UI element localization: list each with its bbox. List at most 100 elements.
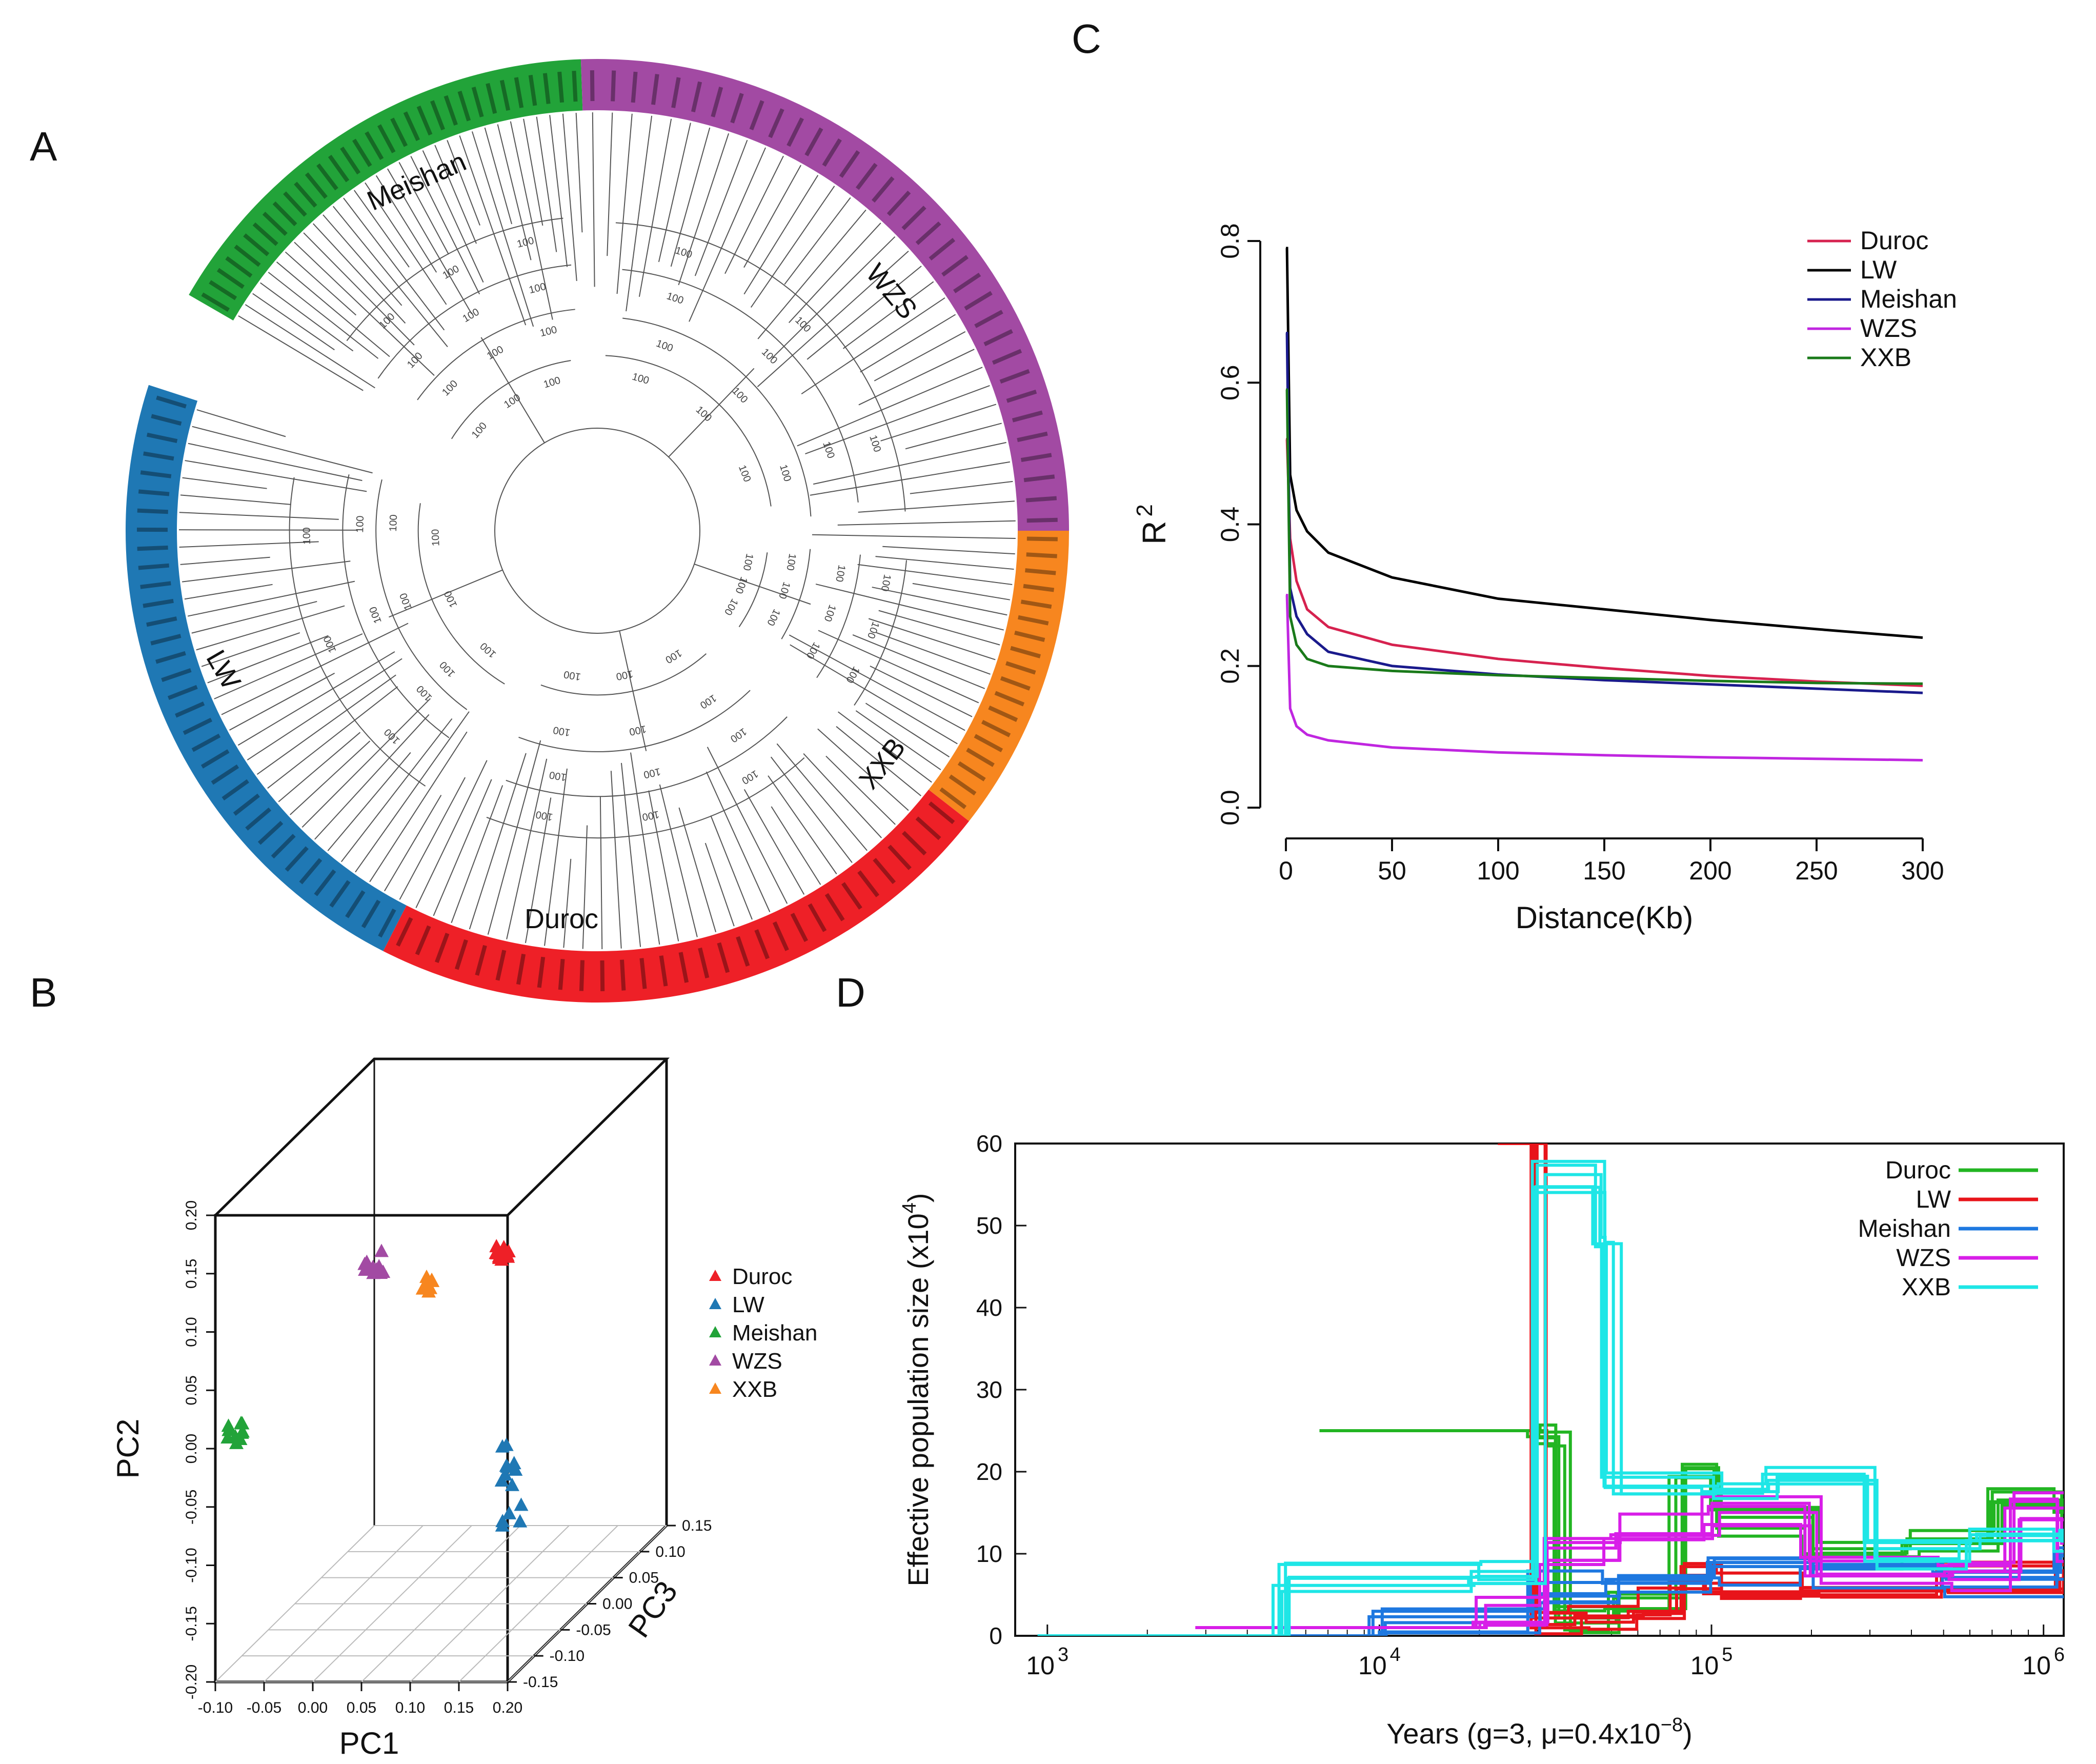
psmc-series-lw bbox=[1498, 1144, 2064, 1636]
tree-leaf-branch bbox=[694, 139, 748, 276]
tree-internal-arc bbox=[451, 360, 571, 439]
tree-internal-arc bbox=[615, 222, 906, 512]
tree-leaf-branch bbox=[872, 587, 1007, 616]
panel-c-ld-decay: 0 50 100 150 200 250 300 0.0 0.2 0.4 0.6 0.8 Distanc… bbox=[1132, 223, 1957, 935]
tree-leaf-label bbox=[1005, 661, 1036, 675]
tree-leaf-branch bbox=[267, 686, 398, 789]
tree-internal-arc bbox=[377, 264, 572, 379]
bootstrap-value: 100 bbox=[615, 668, 634, 682]
tree-leaf-branch bbox=[201, 632, 300, 667]
panel-letter-a: A bbox=[30, 124, 57, 169]
tree-leaf-branch bbox=[196, 605, 345, 651]
tree-leaf-label bbox=[471, 86, 484, 117]
psmc-legend-label-lw: LW bbox=[1916, 1186, 1951, 1213]
tree-leaf-label bbox=[772, 921, 789, 951]
tree-leaf-label bbox=[314, 869, 336, 896]
pca-legend-marker-lw bbox=[709, 1298, 721, 1309]
tree-internal-arc bbox=[346, 217, 563, 342]
tree-leaf-branch bbox=[592, 112, 595, 287]
tree-leaf-branch bbox=[743, 175, 819, 295]
tree-leaf-branch bbox=[314, 714, 430, 840]
tree-leaf-label bbox=[620, 959, 626, 991]
bootstrap-value: 100 bbox=[405, 350, 425, 370]
ld-x-tick-label: 300 bbox=[1901, 856, 1944, 885]
tree-leaf-branch bbox=[875, 556, 1014, 570]
tree-leaf-label bbox=[151, 414, 182, 426]
tree-leaf-label bbox=[824, 893, 845, 921]
tree-leaf-branch bbox=[797, 367, 983, 447]
tree-leaf-branch bbox=[290, 740, 371, 815]
tree-leaf-branch bbox=[536, 116, 557, 252]
tree-leaf-branch bbox=[772, 236, 896, 358]
pca-y-tick-label: -0.20 bbox=[183, 1665, 200, 1699]
psmc-legend-label-xxb: XXB bbox=[1902, 1274, 1951, 1301]
tree-leaf-label bbox=[888, 845, 912, 870]
bootstrap-value: 100 bbox=[442, 589, 459, 609]
bootstrap-value: 100 bbox=[663, 647, 684, 666]
pca-x-tick-label: 0.05 bbox=[347, 1699, 376, 1716]
tree-leaf-branch bbox=[670, 127, 711, 267]
tree-leaf-branch bbox=[817, 728, 909, 811]
tree-leaf-label bbox=[1010, 646, 1041, 658]
tree-leaf-label bbox=[1023, 584, 1055, 592]
tree-clade-stem bbox=[480, 337, 545, 444]
tree-leaf-label bbox=[486, 83, 497, 114]
panel-a-phylogenetic-tree: 1001001001001001001001001001001001001001… bbox=[125, 59, 1069, 1003]
tree-leaf-label bbox=[988, 705, 1018, 722]
ld-x-tick-label: 50 bbox=[1378, 856, 1406, 885]
tree-clade-stem bbox=[694, 564, 811, 605]
tree-leaf-label bbox=[590, 70, 595, 102]
tree-leaf-branch bbox=[837, 520, 1016, 526]
tree-leaf-branch bbox=[285, 251, 357, 316]
tree-leaf-label bbox=[138, 489, 170, 496]
panel-letter-c: C bbox=[1072, 16, 1101, 62]
tree-leaf-label bbox=[444, 95, 458, 126]
tree-leaf-branch bbox=[369, 731, 468, 883]
bootstrap-value: 100 bbox=[563, 668, 582, 682]
tree-leaf-label bbox=[671, 77, 681, 108]
tree-leaf-branch bbox=[256, 674, 396, 775]
tree-leaf-branch bbox=[399, 777, 466, 900]
tree-leaf-branch bbox=[815, 584, 1004, 631]
psmc-series-meishan bbox=[1043, 1553, 2064, 1636]
tree-leaf-branch bbox=[878, 610, 1000, 646]
tree-leaf-label bbox=[698, 947, 710, 978]
tree-internal-arc bbox=[342, 474, 450, 738]
tree-leaf-branch bbox=[549, 115, 568, 267]
pca-x-tick-label: 0.00 bbox=[298, 1699, 328, 1716]
tree-leaf-branch bbox=[188, 443, 362, 482]
tree-leaf-label bbox=[841, 882, 862, 910]
bootstrap-value: 100 bbox=[822, 603, 838, 623]
tree-leaf-branch bbox=[180, 556, 270, 565]
tree-leaf-label bbox=[499, 79, 511, 111]
bootstrap-value: 100 bbox=[736, 464, 753, 484]
tree-leaf-branch bbox=[790, 644, 958, 745]
tree-leaf-label bbox=[257, 820, 284, 845]
tree-leaf-label bbox=[631, 71, 638, 103]
tree-leaf-branch bbox=[327, 752, 411, 851]
tree-leaf-label bbox=[915, 221, 941, 245]
bootstrap-value: 100 bbox=[642, 766, 661, 780]
tree-leaf-label bbox=[245, 807, 272, 831]
tree-leaf-branch bbox=[252, 293, 335, 351]
bootstrap-value: 100 bbox=[367, 605, 384, 625]
bootstrap-value: 100 bbox=[552, 724, 571, 738]
tree-leaf-label bbox=[415, 925, 431, 955]
pca-y-tick-label: -0.05 bbox=[183, 1490, 200, 1525]
ld-series-lw bbox=[1285, 247, 1923, 639]
psmc-y-tick-label: 0 bbox=[989, 1622, 1002, 1649]
clade-band-wzs bbox=[580, 59, 1069, 531]
ld-series-wzs bbox=[1285, 594, 1923, 761]
tree-leaf-label bbox=[140, 581, 171, 589]
tree-leaf-label bbox=[1026, 517, 1058, 523]
ld-x-tick-label: 250 bbox=[1795, 856, 1838, 885]
tree-leaf-label bbox=[252, 222, 278, 246]
bootstrap-value: 100 bbox=[641, 809, 660, 823]
pca-x-axis-title: PC1 bbox=[339, 1726, 399, 1760]
tree-leaf-label bbox=[678, 952, 689, 983]
tree-leaf-branch bbox=[398, 162, 449, 255]
tree-leaf-label bbox=[200, 749, 230, 769]
tree-leaf-branch bbox=[813, 442, 1006, 485]
tree-leaf-branch bbox=[610, 771, 622, 949]
